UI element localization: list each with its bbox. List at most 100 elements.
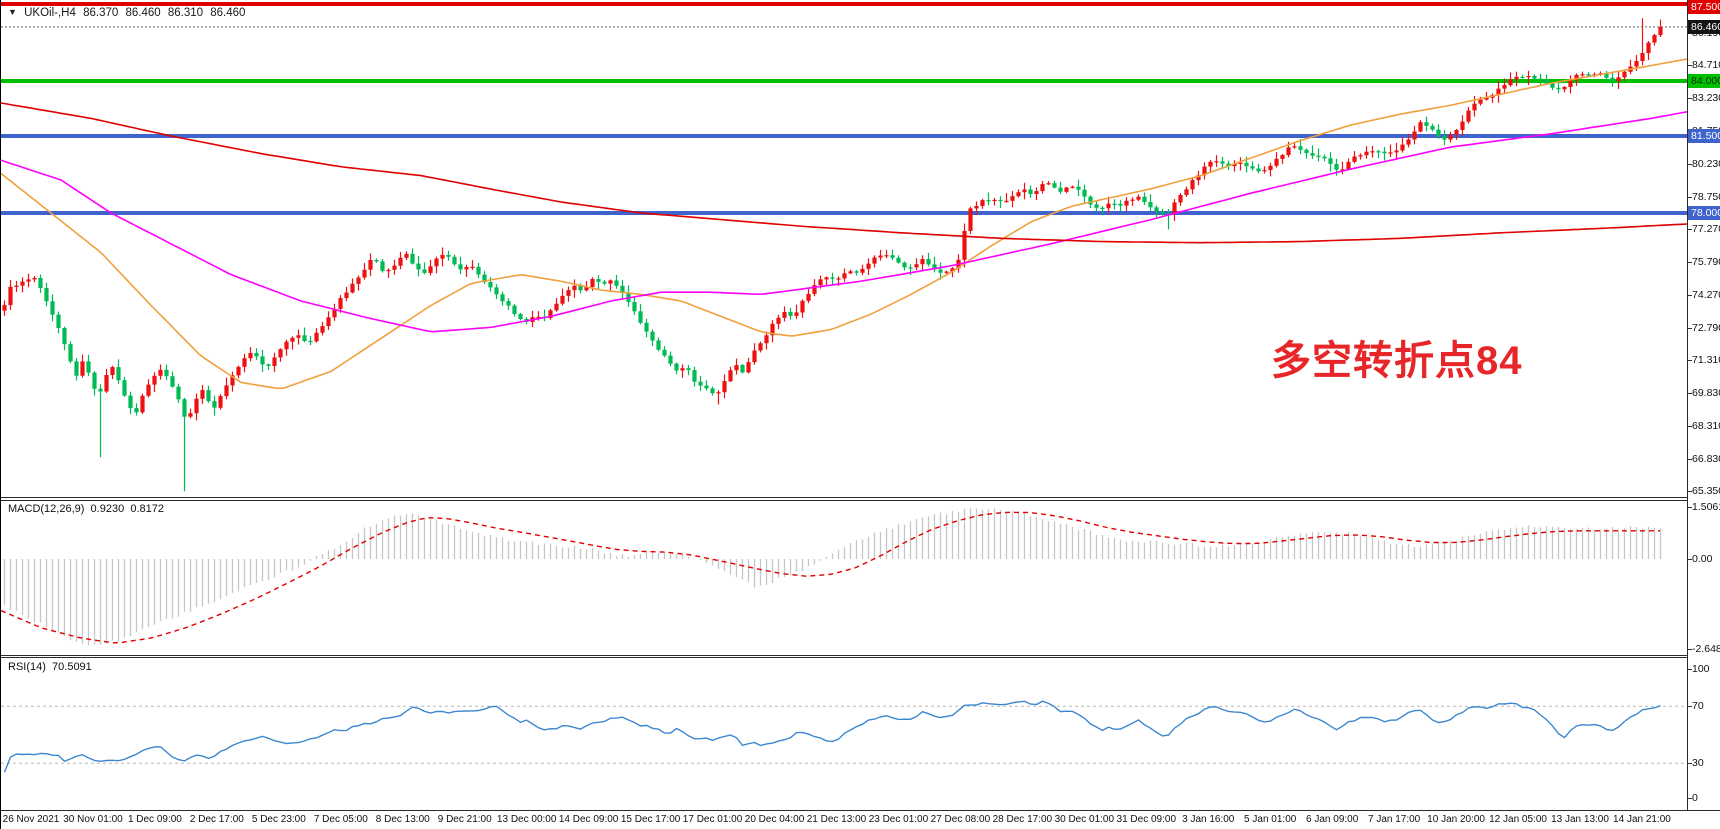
rsi-tickmark	[1687, 763, 1692, 764]
price-tick-label: 75.790	[1692, 255, 1720, 268]
rsi-line	[3, 700, 1661, 773]
time-tick-label: 5 Dec 23:00	[251, 814, 306, 825]
macd-tick-label: 0.00	[1692, 553, 1713, 565]
ma-fast-line	[1, 58, 1687, 390]
time-tick-label: 7 Jan 17:00	[1367, 814, 1421, 825]
time-tick-label: 3 Jan 16:00	[1182, 814, 1235, 825]
price-tick-label: 65.350	[1692, 485, 1720, 498]
time-tick-label: 30 Nov 01:00	[63, 814, 123, 825]
rsi-tick-label: 30	[1692, 757, 1704, 769]
price-tickmark	[1687, 360, 1692, 362]
time-tick-label: 6 Jan 09:00	[1306, 814, 1359, 825]
time-tick-label: 28 Dec 17:00	[992, 814, 1053, 825]
macd-tick-label: 1.5061	[1692, 501, 1720, 513]
price-tick-label: 69.830	[1692, 386, 1720, 399]
price-tick-label: 77.270	[1692, 223, 1720, 236]
rsi-panel-canvas[interactable]	[1, 658, 1687, 810]
ma-slow-line	[1, 102, 1687, 244]
time-tick-label: 20 Dec 04:00	[744, 814, 805, 825]
ohlc-close: 86.460	[210, 7, 246, 19]
time-tick-label: 7 Dec 05:00	[313, 814, 368, 825]
time-tick-label: 14 Dec 09:00	[558, 814, 619, 825]
macd-tickmark	[1687, 649, 1692, 650]
time-axis[interactable]: 26 Nov 2021 30 Nov 01:00 1 Dec 09:00 2 Dec …	[1, 810, 1720, 829]
price-tickmark	[1687, 327, 1692, 329]
price-tickmark	[1687, 65, 1692, 67]
price-tickmark	[1687, 295, 1692, 297]
time-tick-label: 12 Jan 05:00	[1489, 814, 1547, 825]
price-tickmark	[1687, 261, 1692, 263]
time-tick-label: 21 Dec 13:00	[806, 814, 867, 825]
candles-group	[2, 18, 1663, 492]
price-tickmark	[1687, 491, 1692, 493]
price-tickmark	[1687, 97, 1692, 99]
macd-value-main: 0.9230	[90, 503, 125, 515]
macd-indicator-label: MACD(12,26,9)	[8, 503, 85, 515]
macd-tickmark	[1687, 507, 1692, 508]
price-tickmark	[1687, 458, 1692, 460]
ma-mid-line	[1, 111, 1687, 333]
price-tick-label: 68.310	[1692, 420, 1720, 433]
time-tick-label: 17 Dec 01:00	[682, 814, 743, 825]
ohlc-high: 86.460	[125, 7, 161, 19]
rsi-tick-label: 70	[1692, 700, 1704, 712]
price-tickmark	[1687, 229, 1692, 231]
level-lines	[1, 2, 1687, 215]
rsi-value: 70.5091	[52, 661, 92, 673]
price-level-badge: 87.500	[1688, 0, 1720, 14]
rsi-label-row: RSI(14) 70.5091	[8, 661, 92, 673]
price-tickmark	[1687, 426, 1692, 428]
ohlc-low: 86.310	[167, 7, 204, 19]
time-tick-label: 15 Dec 17:00	[620, 814, 681, 825]
rsi-tick-label: 100	[1692, 663, 1710, 675]
time-tick-label: 1 Dec 09:00	[127, 814, 182, 825]
price-tick-label: 80.230	[1692, 157, 1720, 170]
price-tick-label: 78.750	[1692, 190, 1720, 203]
price-tick-label: 72.790	[1692, 321, 1720, 334]
price-axis-border	[1687, 0, 1688, 810]
time-tick-label: 31 Dec 09:00	[1116, 814, 1177, 825]
price-level-badge: 86.460	[1688, 19, 1720, 34]
time-tick-label: 27 Dec 08:00	[930, 814, 991, 825]
time-tick-label: 13 Jan 13:00	[1551, 814, 1609, 825]
time-tick-label: 23 Dec 01:00	[868, 814, 929, 825]
time-tick-label: 9 Dec 21:00	[437, 814, 492, 825]
panel-separator[interactable]	[1, 655, 1688, 656]
rsi-tickmark	[1687, 798, 1692, 799]
price-level-badge: 78.000	[1688, 206, 1720, 220]
macd-tick-label: -2.6487	[1692, 643, 1720, 655]
symbol-period-label: UKOil-,H4	[24, 7, 76, 19]
time-tick-label: 8 Dec 13:00	[375, 814, 430, 825]
main-chart-canvas[interactable]	[1, 0, 1687, 497]
time-tick-label: 13 Dec 00:00	[496, 814, 557, 825]
macd-label-row: MACD(12,26,9) 0.9230 0.8172	[8, 503, 164, 515]
rsi-tickmark	[1687, 706, 1692, 707]
panel-separator[interactable]	[1, 657, 1688, 658]
price-tick-label: 71.310	[1692, 354, 1720, 367]
chevron-down-icon: ▼	[8, 7, 17, 17]
macd-panel-canvas[interactable]	[1, 501, 1687, 655]
macd-value-signal: 0.8172	[130, 503, 164, 515]
time-tick-label: 26 Nov 2021	[2, 814, 60, 825]
panel-separator[interactable]	[1, 500, 1688, 501]
price-tick-label: 66.830	[1692, 452, 1720, 465]
price-tick-label: 83.230	[1692, 91, 1720, 104]
price-level-badge: 84.000	[1688, 74, 1720, 88]
time-tick-label: 10 Jan 20:00	[1427, 814, 1485, 825]
ohlc-open: 86.370	[83, 7, 119, 19]
time-tick-label: 5 Jan 01:00	[1244, 814, 1297, 825]
chart-annotation-text: 多空转折点84	[1271, 339, 1523, 383]
macd-signal-line	[1, 511, 1660, 644]
macd-tickmark	[1687, 559, 1692, 560]
panel-separator[interactable]	[1, 497, 1688, 498]
price-tickmark	[1687, 196, 1692, 198]
time-tick-label: 14 Jan 21:00	[1613, 814, 1671, 825]
rsi-tick-label: 0	[1692, 792, 1698, 804]
symbol-info: ▼ UKOil-,H4 86.370 86.460 86.310 86.460	[8, 7, 249, 19]
price-level-badge: 81.500	[1688, 129, 1720, 143]
price-tick-label: 74.270	[1692, 289, 1720, 302]
price-tick-label: 84.710	[1692, 59, 1720, 72]
rsi-tickmark	[1687, 669, 1692, 670]
price-tickmark	[1687, 163, 1692, 165]
